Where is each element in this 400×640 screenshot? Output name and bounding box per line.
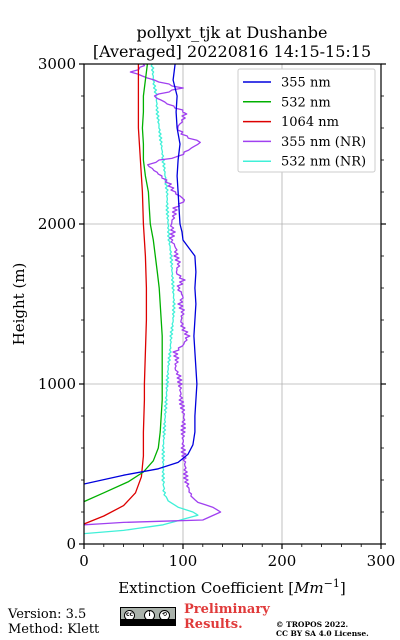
legend: 355 nm 532 nm 1064 nm 355 nm (NR) 532 nm (NR… <box>237 68 376 173</box>
cc-license-badge: cc i ⟲ <box>120 607 176 626</box>
method-label: Method: Klett <box>8 622 100 637</box>
copyright-notice: © TROPOS 2022. CC BY SA 4.0 License. <box>276 620 369 638</box>
series-line-3 <box>84 64 222 526</box>
copyright-line1: © TROPOS 2022. <box>276 620 349 629</box>
series-line-2 <box>84 64 148 525</box>
extinction-profile-chart: pollyxt_tjk at Dushanbe [Averaged] 20220… <box>10 23 395 597</box>
plot-frame <box>83 63 382 545</box>
legend-label: 532 nm <box>281 95 331 110</box>
series-layer <box>84 64 222 535</box>
chart-title-line2: [Averaged] 20220816 14:15-15:15 <box>93 42 371 61</box>
chart-title-line1: pollyxt_tjk at Dushanbe <box>136 23 327 42</box>
x-tick-labels: 0 100 200 300 <box>79 552 395 570</box>
copyright-line2: CC BY SA 4.0 License. <box>276 629 369 638</box>
series-line-4 <box>84 64 199 535</box>
y-axis-label: Height (m) <box>10 263 28 346</box>
legend-label: 355 nm <box>281 76 331 91</box>
series-line-1 <box>84 64 163 503</box>
preliminary-line2: Results. <box>184 617 243 632</box>
x-tick-label: 200 <box>268 552 297 570</box>
cc-badge-bar <box>121 619 175 625</box>
y-tick-label: 0 <box>66 535 76 553</box>
y-tick-label: 3000 <box>38 55 76 73</box>
legend-label: 355 nm (NR) <box>281 135 366 150</box>
x-tick-label: 300 <box>367 552 396 570</box>
y-tick-labels: 0 1000 2000 3000 <box>38 55 76 553</box>
legend-box <box>237 68 376 173</box>
legend-label: 1064 nm <box>281 115 339 130</box>
y-tick-label: 1000 <box>38 375 76 393</box>
x-tick-label: 100 <box>169 552 198 570</box>
preliminary-line1: Preliminary <box>184 602 270 617</box>
x-tick-label: 0 <box>79 552 89 570</box>
preliminary-notice: Preliminary Results. <box>184 602 270 632</box>
axis-ticks <box>79 63 386 549</box>
series-line-0 <box>84 64 198 485</box>
version-label: Version: 3.5 <box>8 607 87 622</box>
y-tick-label: 2000 <box>38 215 76 233</box>
x-axis-label: Extinction Coefficient [Mm−1] <box>118 577 345 597</box>
legend-label: 532 nm (NR) <box>281 155 366 170</box>
